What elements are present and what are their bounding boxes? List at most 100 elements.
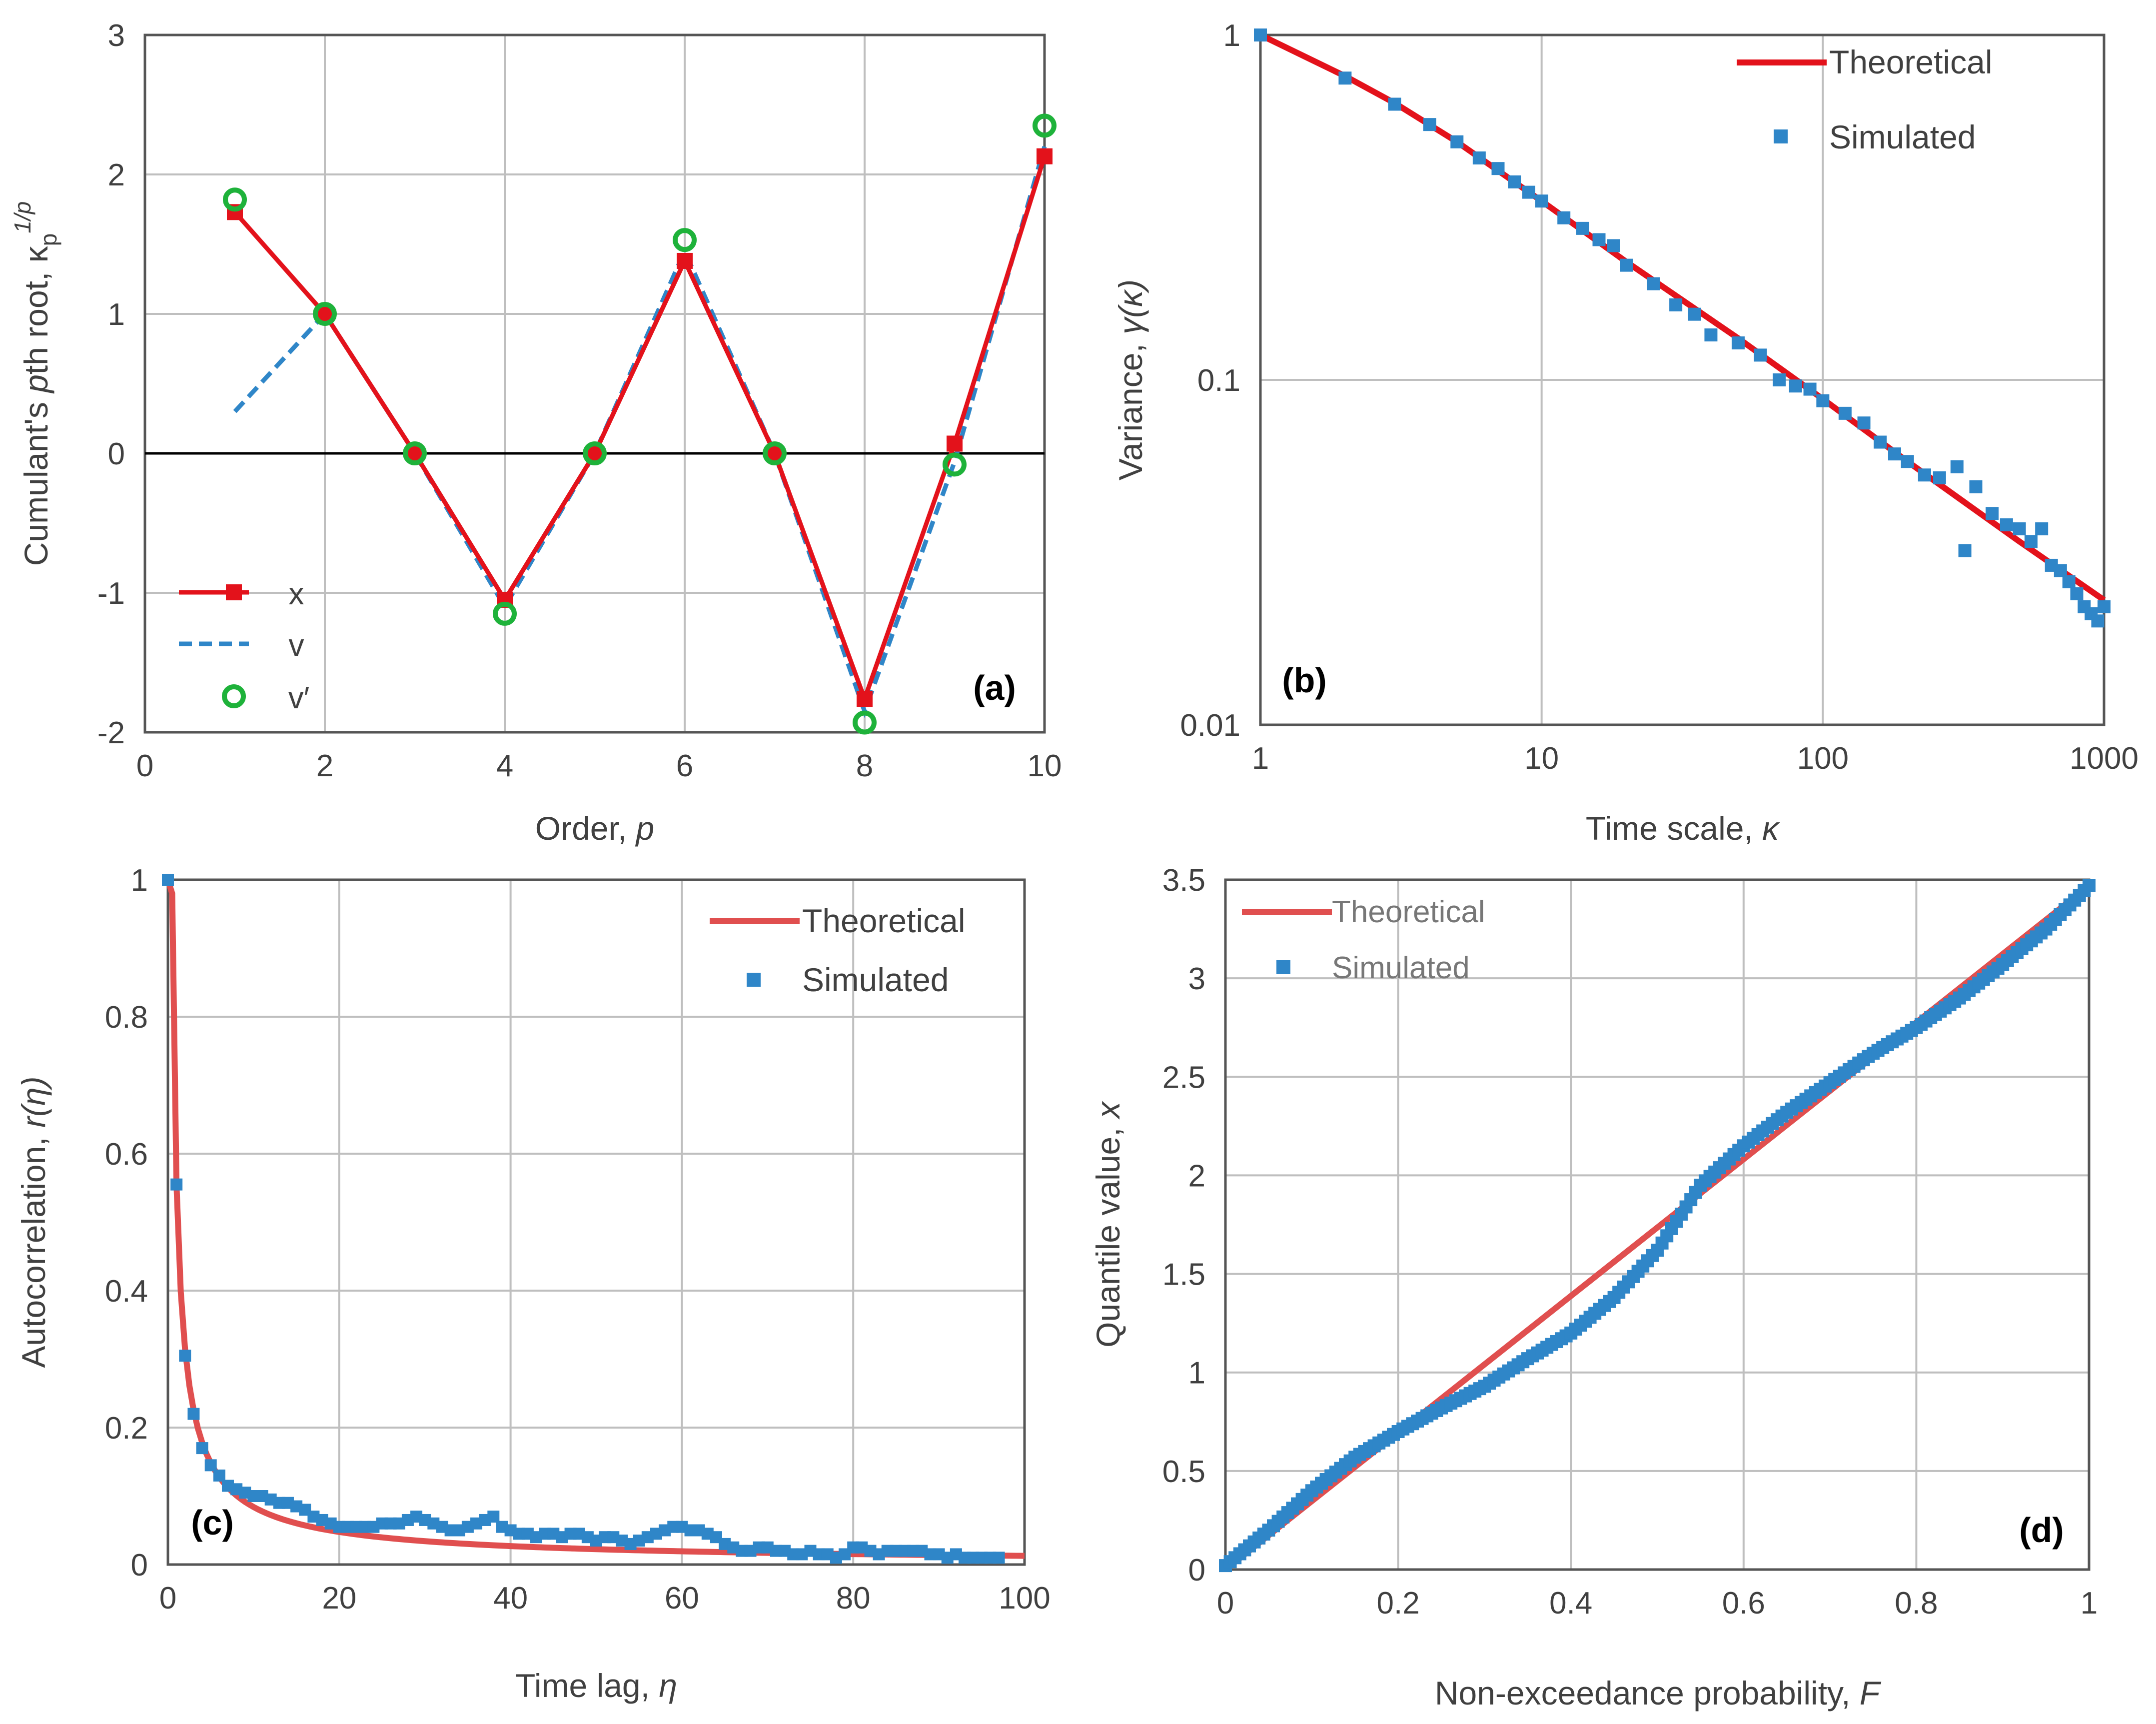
y-tick-label: 0.6 bbox=[105, 1137, 148, 1172]
series-x-marker bbox=[1037, 148, 1053, 164]
y-tick-label: 0.2 bbox=[105, 1411, 148, 1446]
simulated-marker bbox=[2098, 600, 2111, 613]
series-vprime-marker bbox=[313, 302, 337, 326]
simulated-marker bbox=[1647, 277, 1660, 290]
x-tick-label: 2 bbox=[316, 749, 333, 783]
simulated-marker bbox=[2054, 564, 2067, 577]
x-tick-label: 1 bbox=[1252, 741, 1269, 776]
simulated-marker bbox=[196, 1442, 208, 1455]
simulated-marker bbox=[1857, 416, 1871, 430]
simulated-marker bbox=[1969, 480, 1983, 493]
legend-x-label: x bbox=[289, 577, 304, 611]
series-vprime-marker bbox=[763, 441, 787, 465]
legend-theoretical-label: Theoretical bbox=[1332, 895, 1485, 929]
simulated-marker bbox=[1423, 118, 1436, 131]
legend-simulated-marker bbox=[1276, 960, 1290, 974]
simulated-marker bbox=[1254, 28, 1267, 41]
plot-frame bbox=[143, 33, 1046, 734]
series-vprime-marker bbox=[853, 710, 877, 735]
plot-frame bbox=[166, 878, 1026, 1566]
x-axis-label: Non-exceedance probability, F bbox=[1435, 1675, 1882, 1712]
x-axis-label-symbol: F bbox=[1860, 1675, 1882, 1712]
y-axis-label-symbol: x bbox=[1089, 1101, 1126, 1120]
legend-simulated-label: Simulated bbox=[1829, 118, 1976, 155]
x-tick-label: 0 bbox=[159, 1581, 176, 1616]
panel-label-d: (d) bbox=[2019, 1511, 2064, 1550]
y-tick-label: 0.1 bbox=[1197, 363, 1240, 398]
simulated-marker bbox=[1388, 97, 1401, 111]
simulated-marker bbox=[1901, 455, 1914, 468]
legend-simulated-marker bbox=[1774, 129, 1788, 143]
legend-x-marker bbox=[226, 584, 242, 600]
x-tick-label: 100 bbox=[1797, 741, 1849, 776]
series-v-line bbox=[233, 145, 1047, 718]
theoretical-line bbox=[1259, 32, 2106, 603]
x-tick-label: 6 bbox=[676, 749, 693, 783]
legend-vprime-marker bbox=[222, 684, 246, 708]
plot-frame bbox=[1259, 33, 2106, 726]
simulated-marker bbox=[204, 1459, 217, 1472]
y-tick-label: 3.5 bbox=[1162, 863, 1205, 898]
y-tick-label: 1 bbox=[108, 297, 125, 332]
simulated-marker bbox=[1688, 307, 1701, 321]
x-tick-label: 20 bbox=[322, 1581, 356, 1616]
y-tick-label: 2 bbox=[108, 158, 125, 192]
legend-vprime-label: v′ bbox=[288, 681, 310, 715]
panel-label-b: (b) bbox=[1282, 661, 1326, 700]
simulated-marker bbox=[1731, 336, 1745, 350]
simulated-marker bbox=[1816, 394, 1830, 407]
series-x-line bbox=[233, 155, 1047, 706]
x-tick-label: 1000 bbox=[2070, 741, 2139, 776]
y-tick-label: 0 bbox=[1188, 1553, 1205, 1588]
panel-d-quantile: 0 0.2 0.4 0.6 0.8 1 0 0.5 1 1.5 2 2.5 3 3.5 Theoretica… bbox=[1089, 863, 2098, 1712]
x-axis-label-text: Non-exceedance probability, bbox=[1435, 1675, 1860, 1712]
y-axis-label-rest: th root, κ bbox=[17, 245, 54, 374]
y-axis-label-symbol: r(η) bbox=[15, 1076, 52, 1128]
simulated-marker bbox=[1773, 373, 1786, 386]
simulated-marker bbox=[170, 1178, 183, 1191]
y-tick-label: -2 bbox=[97, 716, 125, 750]
x-axis-label-text: Time scale, bbox=[1586, 810, 1762, 847]
y-tick-label: 0.4 bbox=[105, 1274, 148, 1309]
series-x-marker bbox=[857, 691, 873, 707]
simulated-marker bbox=[487, 1511, 500, 1523]
simulated-marker bbox=[1918, 468, 1931, 482]
series-vprime-marker bbox=[583, 441, 607, 465]
simulated-marker bbox=[2070, 587, 2084, 600]
y-tick-label: 1.5 bbox=[1162, 1258, 1205, 1292]
y-tick-label: 1 bbox=[1188, 1356, 1205, 1391]
panel-label-a: (a) bbox=[973, 668, 1016, 707]
simulated-marker bbox=[1491, 162, 1505, 175]
simulated-marker bbox=[1535, 194, 1548, 208]
simulated-marker bbox=[1933, 471, 1946, 484]
x-tick-label: 0.8 bbox=[1895, 1586, 1938, 1621]
simulated-marker bbox=[179, 1350, 191, 1362]
series-x-marker bbox=[677, 252, 693, 269]
y-axis-label-sub: p bbox=[35, 233, 61, 246]
y-axis-label-text: Cumulant's bbox=[17, 393, 54, 566]
y-axis-label: Quantile value, x bbox=[1089, 1101, 1126, 1348]
legend-v-label: v bbox=[289, 628, 304, 663]
simulated-marker bbox=[2000, 518, 2013, 531]
y-tick-label: 0.01 bbox=[1180, 708, 1240, 743]
series-x-marker bbox=[947, 435, 963, 452]
y-tick-label: 0.8 bbox=[105, 1000, 148, 1035]
y-tick-label: 2 bbox=[1188, 1159, 1205, 1193]
simulated-marker bbox=[1620, 258, 1633, 272]
series-vprime-marker bbox=[1033, 113, 1057, 138]
simulated-marker bbox=[2062, 575, 2076, 588]
simulated-marker bbox=[1592, 233, 1606, 246]
x-tick-label: 0 bbox=[1217, 1586, 1234, 1621]
simulated-marker bbox=[1522, 185, 1535, 199]
y-tick-label: 3 bbox=[1188, 962, 1205, 996]
x-tick-label: 100 bbox=[999, 1581, 1050, 1616]
legend-theoretical-label: Theoretical bbox=[802, 902, 966, 939]
x-tick-label: 0.6 bbox=[1722, 1586, 1765, 1621]
y-tick-label: -1 bbox=[97, 576, 125, 611]
y-tick-label: 0 bbox=[131, 1548, 148, 1583]
simulated-marker bbox=[1669, 298, 1683, 311]
simulated-marker bbox=[1754, 348, 1767, 362]
simulated-marker bbox=[1888, 447, 1901, 461]
x-tick-label: 4 bbox=[496, 749, 513, 783]
